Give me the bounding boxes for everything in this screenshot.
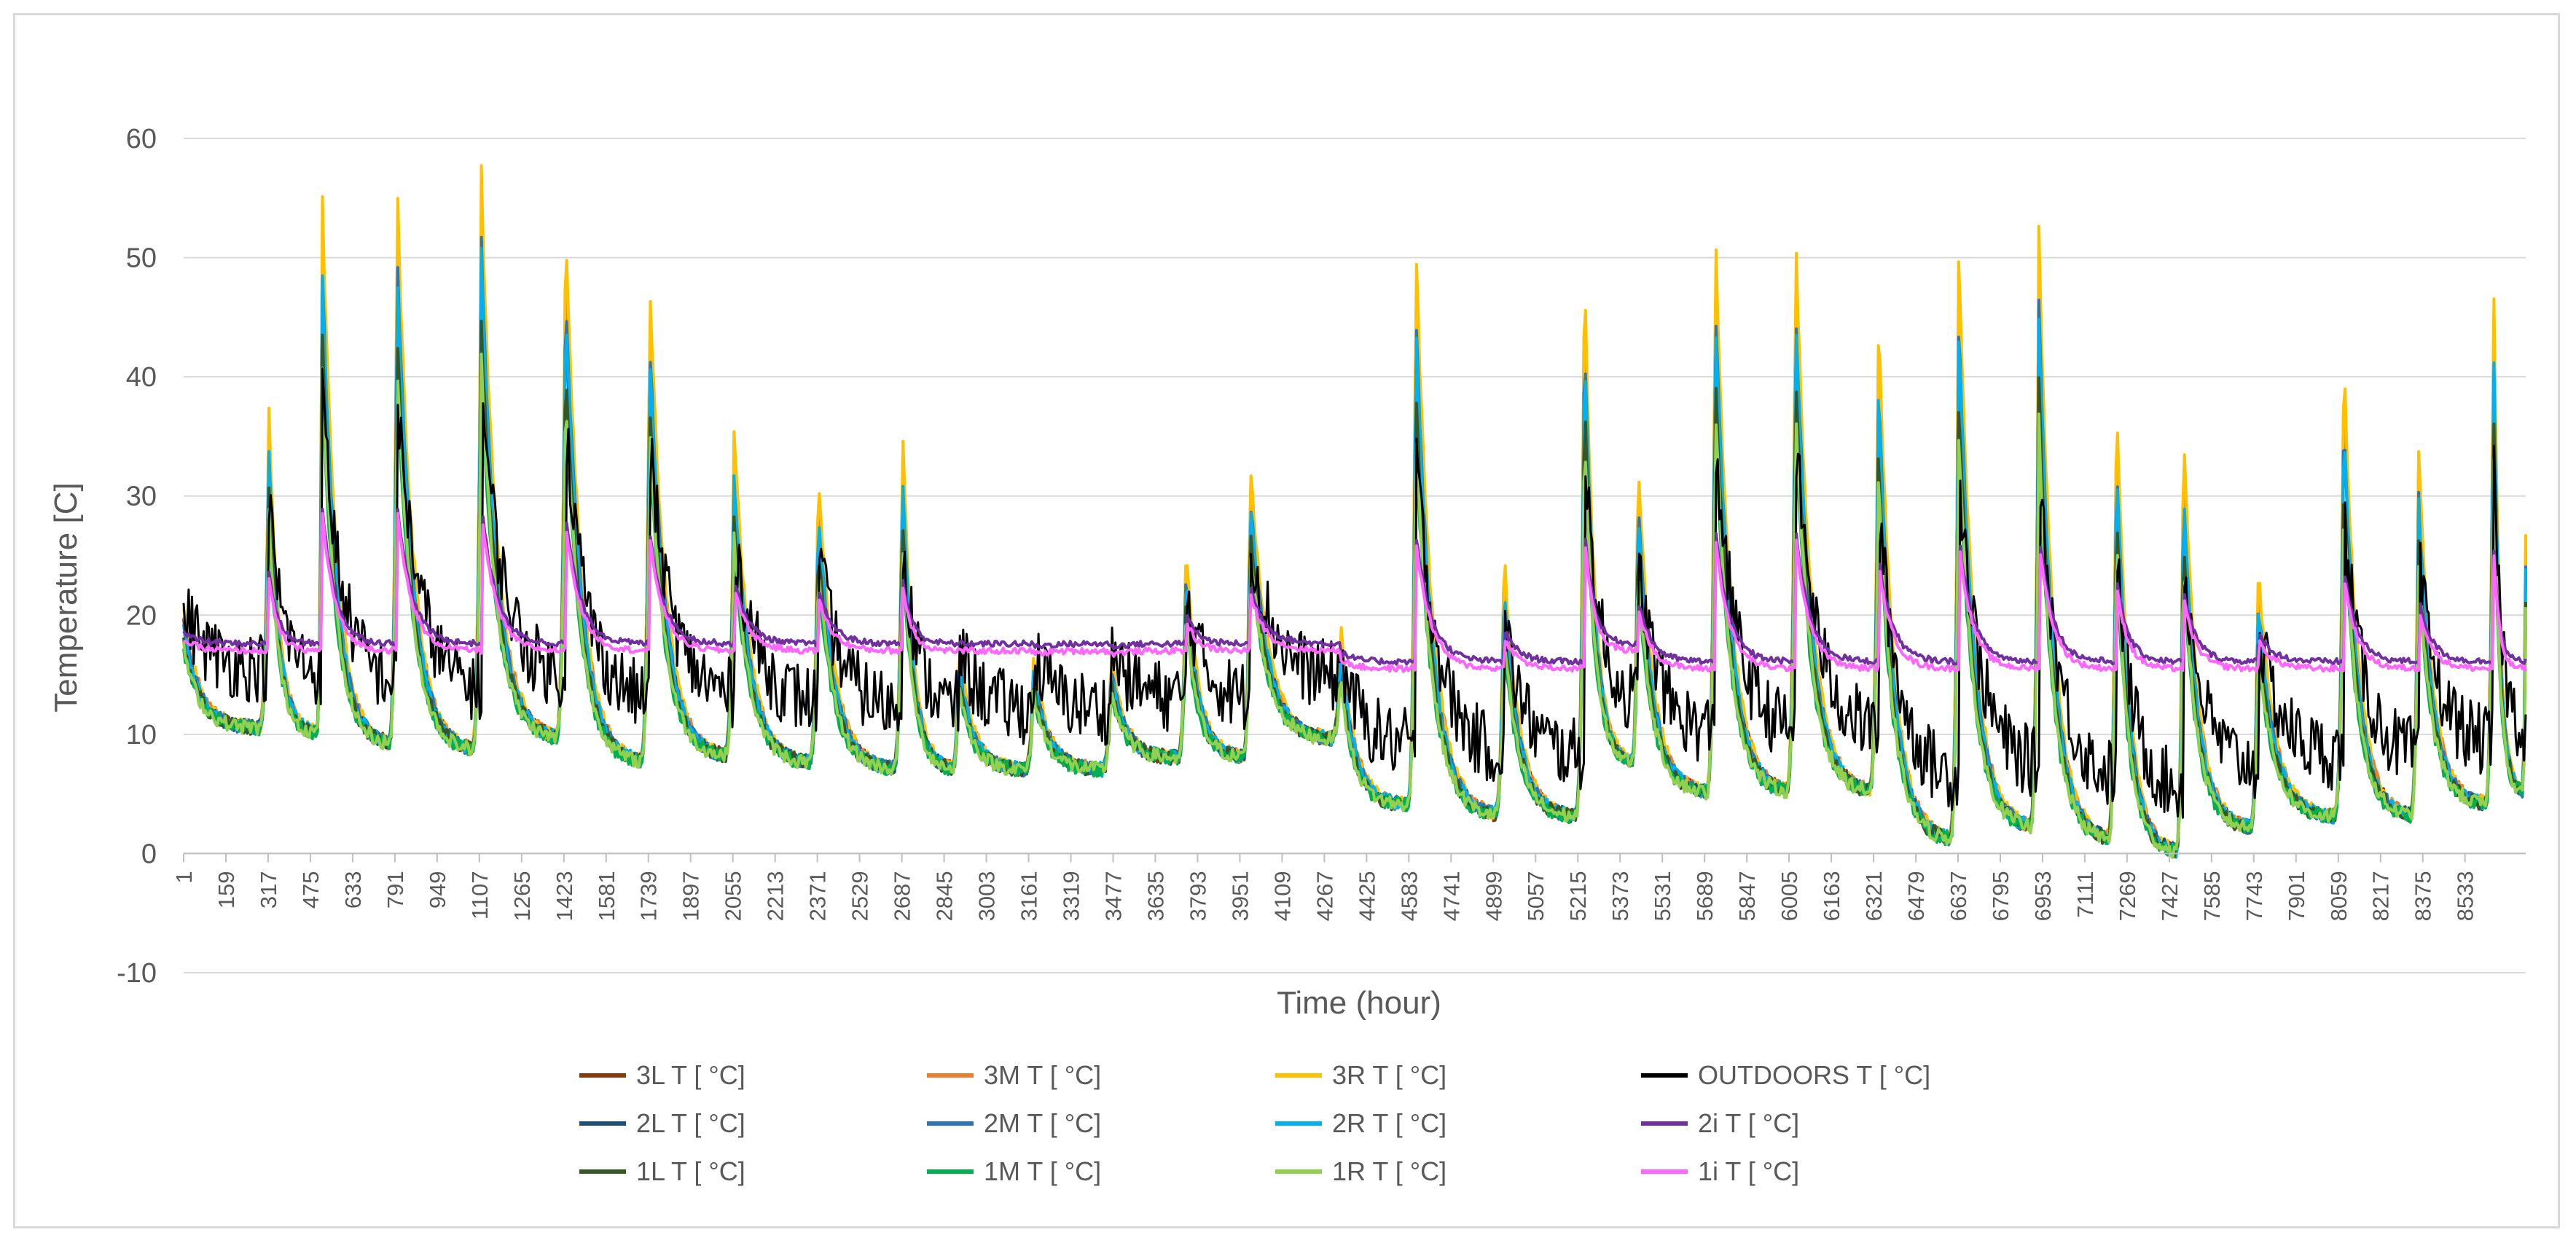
series-line xyxy=(182,319,2527,858)
x-tick-label: 6637 xyxy=(1946,871,1971,921)
x-tick-label: 4583 xyxy=(1396,871,1422,921)
x-tick-label: 2055 xyxy=(721,871,746,921)
x-tick-label: 8533 xyxy=(2453,871,2478,921)
x-tick-label: 6479 xyxy=(1903,871,1929,921)
x-tick-label: 7743 xyxy=(2242,871,2267,921)
legend-label: 3R T [ °C] xyxy=(1332,1060,1446,1090)
x-tick-label: 1423 xyxy=(552,871,577,921)
x-tick-label: 5373 xyxy=(1608,871,1633,921)
x-tick-label: 7585 xyxy=(2199,871,2225,921)
x-tick-label: 5215 xyxy=(1565,871,1591,921)
y-tick-label: 50 xyxy=(126,243,157,274)
x-tick-label: 8217 xyxy=(2368,871,2394,921)
x-tick-label: 2371 xyxy=(805,871,831,921)
y-tick-label: 0 xyxy=(141,839,157,869)
x-tick-label: 4109 xyxy=(1269,871,1295,921)
y-axis-ticks: -10 0 10 20 30 40 50 60 xyxy=(117,124,157,989)
x-tick-label: 6005 xyxy=(1777,871,1802,921)
x-tick-label: 791 xyxy=(383,871,408,909)
x-tick-label: 1265 xyxy=(509,871,535,921)
x-tick-label: 2687 xyxy=(890,871,915,921)
legend-label: 2i T [ °C] xyxy=(1698,1108,1799,1138)
legend-label: OUTDOORS T [ °C] xyxy=(1698,1060,1930,1090)
x-tick-label: 3161 xyxy=(1017,871,1042,921)
x-tick-label: 2845 xyxy=(932,871,958,921)
x-tick-label: 2213 xyxy=(763,871,788,921)
x-tick-label: 8375 xyxy=(2411,871,2436,921)
x-tick-label: 1739 xyxy=(636,871,662,921)
x-tick-label: 1581 xyxy=(594,871,619,921)
x-tick-label: 3477 xyxy=(1100,871,1126,921)
x-tick-label: 7901 xyxy=(2284,871,2309,921)
x-tick-label: 4425 xyxy=(1354,871,1379,921)
x-tick-label: 7111 xyxy=(2072,871,2098,917)
legend-label: 1M T [ °C] xyxy=(984,1156,1101,1186)
x-tick-label: 317 xyxy=(256,871,281,909)
x-tick-label: 633 xyxy=(340,871,366,909)
series-line xyxy=(182,352,2527,859)
chart-frame xyxy=(13,13,2560,1228)
legend-label: 3M T [ °C] xyxy=(984,1060,1101,1090)
y-tick-label: 10 xyxy=(126,720,157,750)
x-tick-label: 2529 xyxy=(847,871,873,921)
x-tick-label: 3951 xyxy=(1227,871,1253,921)
x-tick-label: 3793 xyxy=(1185,871,1210,921)
y-tick-label: 30 xyxy=(126,482,157,512)
y-tick-label: 60 xyxy=(126,124,157,154)
y-axis-title: Temperature [C] xyxy=(48,482,84,712)
y-tick-label: 40 xyxy=(126,362,157,393)
x-tick-label: 7269 xyxy=(2115,871,2140,921)
x-tick-label: 475 xyxy=(298,871,324,909)
x-tick-label: 5689 xyxy=(1692,871,1718,921)
x-tick-label: 4741 xyxy=(1438,871,1464,921)
x-tick-label: 3635 xyxy=(1143,871,1168,921)
legend-label: 2M T [ °C] xyxy=(984,1108,1101,1138)
x-tick-label: 4267 xyxy=(1312,871,1337,921)
y-tick-label: 20 xyxy=(126,600,157,631)
x-tick-label: 159 xyxy=(214,871,239,909)
legend-label: 2R T [ °C] xyxy=(1332,1108,1446,1138)
series-line xyxy=(182,367,2527,819)
x-tick-label: 3319 xyxy=(1058,871,1084,921)
x-tick-label: 1107 xyxy=(467,871,493,919)
series-lines xyxy=(182,164,2527,859)
x-tick-label: 5057 xyxy=(1523,871,1549,921)
legend-label: 3L T [ °C] xyxy=(636,1060,745,1090)
x-tick-label: 1 xyxy=(171,871,197,883)
x-tick-label: 4899 xyxy=(1481,871,1506,921)
x-axis-title: Time (hour) xyxy=(1277,985,1441,1021)
x-tick-label: 6321 xyxy=(1861,871,1887,921)
x-tick-label: 8059 xyxy=(2326,871,2352,921)
legend-label: 1i T [ °C] xyxy=(1698,1156,1799,1186)
x-tick-label: 6795 xyxy=(1988,871,2013,921)
x-tick-label: 1897 xyxy=(678,871,704,921)
series-line xyxy=(182,364,2527,857)
series-line xyxy=(183,511,2527,673)
x-tick-label: 949 xyxy=(425,871,450,909)
legend-label: 2L T [ °C] xyxy=(636,1108,745,1138)
legend: 3L T [ °C] 3M T [ °C] 3R T [ °C] OUTDOORS T… xyxy=(579,1060,1930,1186)
legend-label: 1L T [ °C] xyxy=(636,1156,745,1186)
x-tick-label: 5531 xyxy=(1650,871,1675,921)
x-tick-label: 5847 xyxy=(1734,871,1760,921)
x-tick-label: 7427 xyxy=(2157,871,2182,921)
y-tick-label: -10 xyxy=(117,958,157,989)
x-tick-label: 6163 xyxy=(1819,871,1844,921)
x-tick-label: 3003 xyxy=(974,871,1000,921)
x-axis-ticks: 1 159 317 475 633 791 949 1107 1265 1423 1581 1739 1… xyxy=(171,853,2478,921)
legend-label: 1R T [ °C] xyxy=(1332,1156,1446,1186)
x-tick-label: 6953 xyxy=(2030,871,2056,921)
series-line xyxy=(182,507,2527,666)
